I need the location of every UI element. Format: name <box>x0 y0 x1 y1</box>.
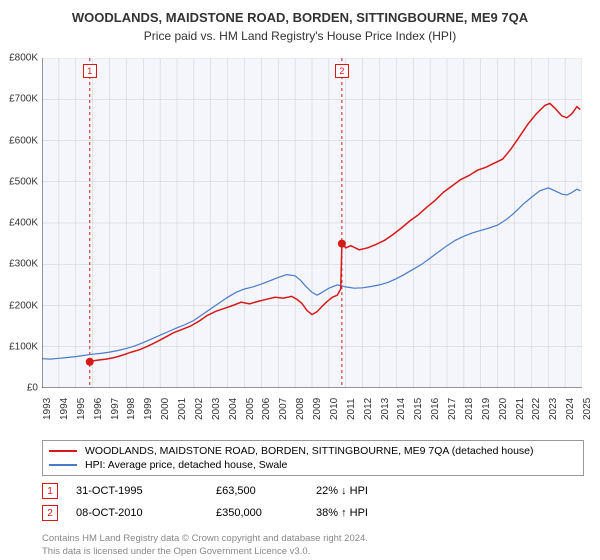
y-tick-label: £800K <box>9 53 38 64</box>
x-tick-label: 2021 <box>515 398 526 420</box>
chart-subtitle: Price paid vs. HM Land Registry's House … <box>0 25 600 43</box>
y-tick-label: £100K <box>9 341 38 352</box>
sale-price: £63,500 <box>216 485 316 497</box>
sale-pct: 38% ↑ HPI <box>316 507 436 519</box>
x-tick-label: 1995 <box>76 398 87 420</box>
sales-table: 1 31-OCT-1995£63,50022% ↓ HPI 2 08-OCT-2010… <box>42 480 584 524</box>
attribution-line2: This data is licensed under the Open Gov… <box>42 546 368 558</box>
x-tick-label: 1994 <box>59 398 70 420</box>
x-tick-label: 2013 <box>380 398 391 420</box>
sale-price: £350,000 <box>216 507 316 519</box>
x-tick-label: 2001 <box>177 398 188 420</box>
x-tick-label: 2006 <box>261 398 272 420</box>
plot-area: 12 <box>42 58 582 388</box>
y-tick-label: £600K <box>9 135 38 146</box>
sale-marker-2: 2 <box>335 64 349 78</box>
legend-item: WOODLANDS, MAIDSTONE ROAD, BORDEN, SITTI… <box>49 444 577 458</box>
sale-pct: 22% ↓ HPI <box>316 485 436 497</box>
sale-number-box: 1 <box>42 483 58 499</box>
x-tick-label: 2024 <box>565 398 576 420</box>
legend-label: HPI: Average price, detached house, Swal… <box>85 459 287 471</box>
sale-date: 31-OCT-1995 <box>76 485 216 497</box>
legend-item: HPI: Average price, detached house, Swal… <box>49 458 577 472</box>
chart-container: WOODLANDS, MAIDSTONE ROAD, BORDEN, SITTI… <box>0 0 600 560</box>
sale-number-box: 2 <box>42 505 58 521</box>
y-axis: £0£100K£200K£300K£400K£500K£600K£700K£80… <box>0 58 42 388</box>
x-tick-label: 2003 <box>211 398 222 420</box>
sale-row: 2 08-OCT-2010£350,00038% ↑ HPI <box>42 502 584 524</box>
x-tick-label: 1998 <box>126 398 137 420</box>
x-tick-label: 2019 <box>481 398 492 420</box>
x-tick-label: 2017 <box>447 398 458 420</box>
y-tick-label: £300K <box>9 259 38 270</box>
x-axis: 1993 1994 1995 1996 1997 1998 1999 2000 2001 2002… <box>42 392 582 432</box>
x-tick-label: 2000 <box>160 398 171 420</box>
x-tick-label: 2004 <box>228 398 239 420</box>
x-tick-label: 2025 <box>582 398 593 420</box>
x-tick-label: 2011 <box>346 398 357 420</box>
x-tick-label: 2014 <box>396 398 407 420</box>
x-tick-label: 2005 <box>245 398 256 420</box>
x-tick-label: 2009 <box>312 398 323 420</box>
sale-date: 08-OCT-2010 <box>76 507 216 519</box>
x-tick-label: 1997 <box>110 398 121 420</box>
x-tick-label: 1996 <box>93 398 104 420</box>
legend-box: WOODLANDS, MAIDSTONE ROAD, BORDEN, SITTI… <box>42 440 584 476</box>
x-tick-label: 1993 <box>42 398 53 420</box>
sale-row: 1 31-OCT-1995£63,50022% ↓ HPI <box>42 480 584 502</box>
x-tick-label: 1999 <box>143 398 154 420</box>
y-tick-label: £500K <box>9 176 38 187</box>
x-tick-label: 2012 <box>363 398 374 420</box>
y-tick-label: £400K <box>9 218 38 229</box>
x-tick-label: 2020 <box>498 398 509 420</box>
legend-label: WOODLANDS, MAIDSTONE ROAD, BORDEN, SITTI… <box>85 445 534 457</box>
x-tick-label: 2022 <box>531 398 542 420</box>
chart-svg <box>42 58 582 388</box>
y-tick-label: £700K <box>9 94 38 105</box>
x-tick-label: 2018 <box>464 398 475 420</box>
attribution-line1: Contains HM Land Registry data © Crown c… <box>42 533 368 545</box>
x-tick-label: 2023 <box>548 398 559 420</box>
x-tick-label: 2015 <box>413 398 424 420</box>
sale-marker-1: 1 <box>83 64 97 78</box>
attribution: Contains HM Land Registry data © Crown c… <box>42 533 368 558</box>
legend-swatch <box>49 464 77 466</box>
x-tick-label: 2002 <box>194 398 205 420</box>
x-tick-label: 2010 <box>329 398 340 420</box>
y-tick-label: £0 <box>27 383 38 394</box>
chart-title: WOODLANDS, MAIDSTONE ROAD, BORDEN, SITTI… <box>0 0 600 25</box>
legend-swatch <box>49 450 77 452</box>
x-tick-label: 2008 <box>295 398 306 420</box>
y-tick-label: £200K <box>9 300 38 311</box>
x-tick-label: 2007 <box>278 398 289 420</box>
x-tick-label: 2016 <box>430 398 441 420</box>
